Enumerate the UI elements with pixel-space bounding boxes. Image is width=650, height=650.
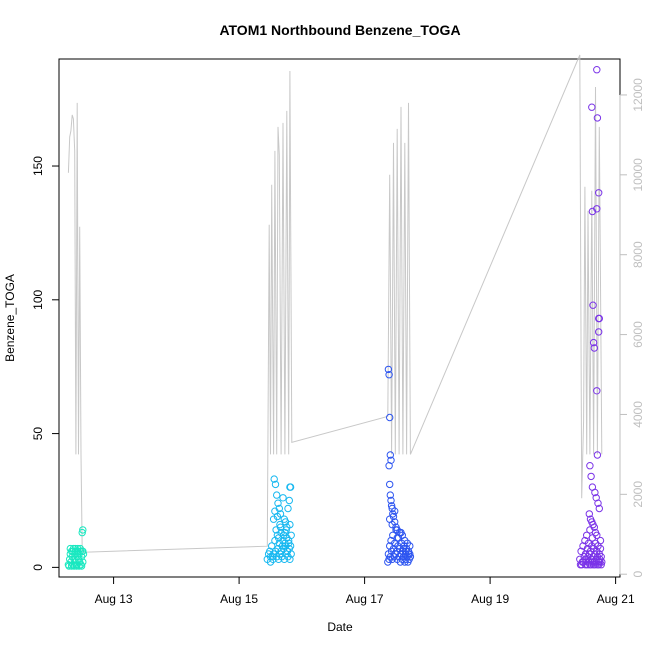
points-layer: [64, 66, 606, 570]
data-point-series-3: [406, 542, 414, 550]
data-point-series-4: [593, 531, 601, 539]
secondary-series-line: [67, 54, 603, 553]
data-point-series-1: [79, 547, 87, 555]
data-point-series-3: [384, 365, 393, 374]
data-point-series-4: [597, 561, 605, 569]
y-tick-label: 50: [31, 427, 45, 441]
x-axis: Aug 13 Aug 15 Aug 17 Aug 19 Aug 21: [95, 576, 635, 606]
data-point-series-2: [273, 491, 281, 499]
x-tick-label: Aug 19: [471, 592, 509, 606]
data-point-series-2: [274, 499, 282, 507]
data-point-series-2: [285, 496, 293, 505]
data-point-series-2: [286, 483, 295, 491]
data-point-series-3: [385, 371, 393, 379]
data-point-series-4: [585, 510, 593, 518]
data-point-series-2: [284, 504, 292, 513]
data-point-series-4: [587, 472, 595, 481]
data-point-series-2: [276, 520, 284, 529]
data-point-series-2: [268, 542, 276, 550]
y2-tick-label: 12000: [631, 78, 645, 112]
y2-tick-label: 10000: [631, 158, 645, 192]
data-point-series-2: [270, 475, 278, 483]
data-point-series-1: [67, 562, 76, 570]
data-point-series-4: [595, 314, 603, 323]
data-point-series-4: [591, 488, 599, 497]
data-point-series-4: [593, 451, 602, 459]
data-point-series-3: [397, 528, 405, 537]
data-point-series-3: [386, 451, 394, 459]
x-tick-label: Aug 13: [95, 592, 133, 606]
data-point-series-4: [589, 301, 597, 309]
chart-title: ATOM1 Northbound Benzene_TOGA: [219, 22, 460, 38]
data-point-series-4: [594, 499, 602, 507]
data-point-series-1: [79, 526, 87, 534]
data-point-series-2: [282, 526, 290, 534]
data-point-series-4: [590, 523, 598, 531]
data-point-series-4: [596, 536, 605, 545]
data-point-series-4: [595, 328, 603, 336]
data-point-series-3: [385, 462, 393, 470]
x-tick-label: Aug 21: [597, 592, 635, 606]
data-point-series-1: [72, 562, 81, 570]
data-point-series-2: [287, 531, 295, 539]
data-point-series-4: [588, 103, 596, 111]
data-point-series-3: [391, 507, 399, 515]
y2-tick-label: 0: [631, 571, 645, 578]
data-point-series-1: [78, 528, 86, 537]
data-point-series-1: [70, 562, 78, 570]
data-point-series-2: [280, 555, 288, 563]
y2-tick-label: 4000: [631, 401, 645, 428]
data-point-series-1: [65, 562, 73, 570]
data-point-series-2: [273, 512, 282, 521]
data-point-series-4: [586, 462, 594, 470]
y-axis: 0 50 100 150: [31, 156, 60, 571]
data-point-series-3: [386, 480, 394, 489]
data-point-series-1: [75, 562, 83, 570]
data-point-series-4: [588, 207, 597, 216]
data-point-series-4: [595, 189, 603, 197]
y-tick-label: 0: [31, 564, 45, 571]
data-point-series-4: [595, 504, 603, 513]
x-tick-label: Aug 15: [220, 592, 258, 606]
data-point-series-4: [596, 544, 605, 553]
data-point-series-3: [386, 491, 394, 499]
data-point-series-4: [593, 387, 601, 395]
data-point-series-4: [590, 344, 598, 352]
data-point-series-1: [79, 558, 87, 566]
data-point-series-4: [593, 114, 602, 122]
data-point-series-3: [393, 534, 401, 542]
data-point-series-2: [268, 553, 277, 561]
data-point-series-2: [279, 494, 287, 502]
data-point-series-1: [77, 562, 86, 570]
data-point-series-4: [589, 338, 598, 347]
data-point-series-4: [597, 553, 605, 561]
secondary-line-layer: [67, 54, 603, 553]
y2-axis: 0 2000 4000 6000 8000 10000 12000: [619, 78, 645, 578]
data-point-series-3: [404, 550, 413, 558]
plot-frame: [58, 58, 621, 578]
data-point-series-2: [271, 480, 280, 489]
y2-tick-label: 6000: [631, 321, 645, 348]
data-point-series-3: [388, 520, 396, 529]
data-point-series-3: [387, 496, 395, 505]
data-point-series-3: [386, 413, 394, 422]
data-point-series-2: [286, 520, 294, 529]
data-point-series-4: [592, 494, 600, 502]
x-axis-label: Date: [327, 620, 353, 634]
y2-tick-label: 2000: [631, 481, 645, 508]
y-tick-label: 150: [31, 156, 45, 176]
y2-tick-label: 8000: [631, 241, 645, 268]
data-point-series-3: [387, 502, 396, 510]
y-tick-label: 100: [31, 289, 45, 309]
data-point-series-2: [266, 558, 275, 566]
y-axis-label: Benzene_TOGA: [3, 274, 17, 362]
data-point-series-2: [286, 555, 294, 563]
x-tick-label: Aug 17: [346, 592, 384, 606]
data-point-series-4: [593, 66, 601, 74]
data-point-series-2: [283, 547, 292, 555]
